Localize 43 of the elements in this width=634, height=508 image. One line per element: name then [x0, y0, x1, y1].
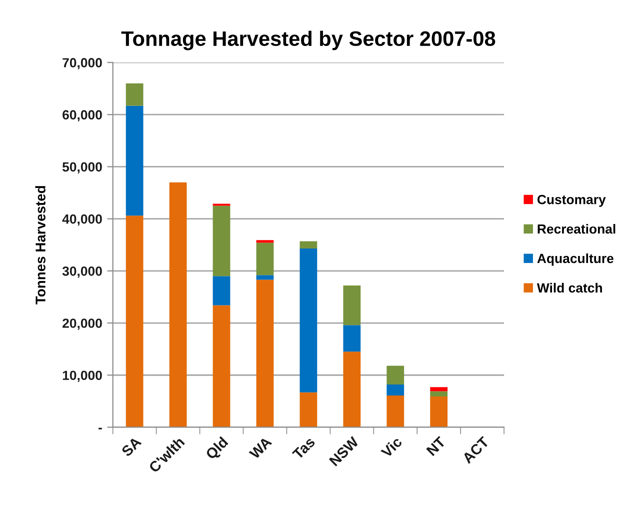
bar	[343, 352, 361, 428]
bar	[212, 305, 230, 428]
y-tick-label: 50,000	[62, 162, 102, 174]
y-tick-label: 70,000	[62, 58, 102, 70]
y-tick-label: -	[98, 428, 102, 430]
bar	[256, 240, 274, 243]
y-tick-label: 60,000	[62, 110, 102, 122]
bar	[343, 286, 361, 326]
bar	[126, 216, 144, 428]
bar	[300, 392, 318, 428]
y-tick-label: 30,000	[62, 266, 102, 278]
bar	[212, 276, 230, 306]
bar	[256, 242, 274, 276]
bar	[300, 248, 318, 392]
bar	[300, 241, 318, 249]
bar	[126, 106, 144, 216]
bar	[212, 206, 230, 276]
x-tick-label: Tas	[292, 436, 316, 460]
bar	[386, 384, 404, 396]
bar	[386, 366, 404, 384]
x-tick-label: NT	[426, 436, 446, 456]
bar	[343, 325, 361, 352]
bar	[430, 396, 448, 428]
y-axis-title: Tonnes Harvested	[35, 186, 46, 304]
bar	[169, 182, 187, 428]
chart-title: Tonnage Harvested by Sector 2007-08	[121, 30, 496, 50]
x-tick-label: WA	[248, 436, 272, 460]
legend-label: Wild catch	[536, 282, 602, 293]
x-tick-label: Vic	[380, 436, 403, 458]
legend-label: Aquaculture	[537, 253, 614, 266]
x-tick-label: Qld	[204, 436, 230, 462]
bar	[126, 83, 144, 106]
bar	[430, 391, 448, 396]
y-tick-label: 40,000	[62, 214, 102, 226]
bar	[430, 387, 448, 392]
y-tick-label: 20,000	[62, 318, 102, 330]
y-tick-label: 10,000	[62, 370, 102, 382]
legend-label: Recreational	[538, 224, 616, 234]
bar	[256, 275, 274, 280]
bar	[386, 395, 404, 428]
x-tick-label: SA	[120, 436, 142, 458]
legend-label: Customary	[537, 194, 606, 207]
bar	[256, 280, 274, 428]
